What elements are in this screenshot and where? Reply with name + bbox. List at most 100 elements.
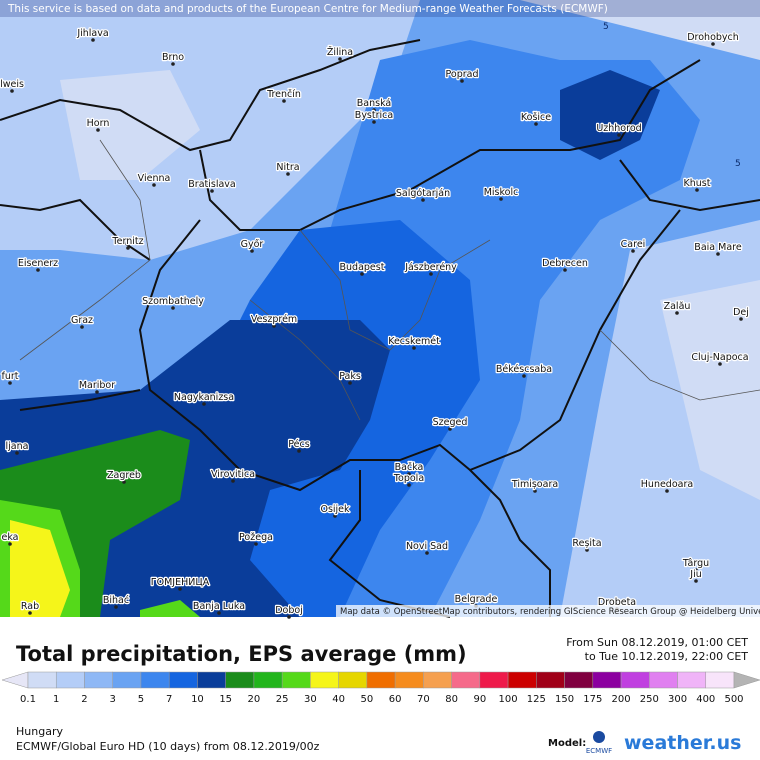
legend-swatch — [564, 671, 594, 689]
city-dot — [499, 197, 503, 201]
legend-label: 250 — [640, 694, 659, 705]
city-dot — [297, 449, 301, 453]
city-label: eka — [1, 532, 18, 543]
ecmwf-logo — [593, 731, 605, 743]
city-label: Doboj — [275, 605, 303, 616]
period-from: From Sun 08.12.2019, 01:00 CET — [566, 636, 748, 649]
legend-swatch — [112, 671, 142, 689]
city-dot — [28, 611, 32, 615]
legend-label: 5 — [138, 694, 144, 705]
city-label: Békéscsaba — [496, 364, 552, 375]
city-label: Nagykanizsa — [174, 392, 234, 403]
legend-label: 30 — [304, 694, 317, 705]
city-dot — [631, 249, 635, 253]
city-label: Bratislava — [188, 179, 235, 190]
city-dot — [372, 108, 376, 112]
legend-swatch — [705, 671, 735, 689]
city-dot — [286, 172, 290, 176]
city-dot — [282, 99, 286, 103]
city-dot — [407, 483, 411, 487]
city-dot — [534, 122, 538, 126]
legend-arrow-high — [733, 671, 760, 689]
city-dot — [250, 249, 254, 253]
legend-label: 50 — [361, 694, 374, 705]
city-dot — [675, 311, 679, 315]
legend-swatch — [27, 671, 57, 689]
city-dot — [617, 133, 621, 137]
legend-label: 150 — [555, 694, 574, 705]
city-dot — [585, 548, 589, 552]
city-label: Bystrica — [355, 110, 393, 121]
legend-arrow-low — [1, 671, 29, 689]
city-dot — [178, 587, 182, 591]
city-label: Belgrade — [455, 594, 498, 605]
light-precip — [0, 0, 420, 260]
legend-swatch — [649, 671, 678, 689]
city-dot — [91, 38, 95, 42]
city-label: Bihać — [103, 595, 129, 606]
city-dot — [114, 605, 118, 609]
city-label: Salgótarján — [396, 188, 450, 199]
city-dot — [231, 479, 235, 483]
city-label: Bačka — [395, 462, 424, 473]
legend-swatch — [281, 671, 311, 689]
city-label: Szeged — [433, 417, 468, 428]
city-dot — [95, 390, 99, 394]
attribution: This service is based on data and produc… — [7, 3, 608, 15]
legend-label: 70 — [417, 694, 430, 705]
city-labels: Jihlava Brno Žilina Poprad Drohobych lweis Tre… — [0, 22, 750, 619]
legend-swatch — [366, 671, 396, 689]
contour-label: 5 — [735, 159, 741, 169]
legend-label: 200 — [611, 694, 630, 705]
model-run: ECMWF/Global Euro HD (10 days) from 08.1… — [16, 740, 320, 753]
city-label: Horn — [87, 118, 110, 129]
city-dot — [96, 128, 100, 132]
city-label: Carei — [621, 239, 646, 250]
city-dot — [8, 542, 12, 546]
city-dot — [171, 306, 175, 310]
city-dot — [333, 514, 337, 518]
city-dot — [412, 346, 416, 350]
city-label: ГОМЈЕНИЦА — [151, 577, 210, 588]
legend-label: 100 — [499, 694, 518, 705]
city-dot — [254, 542, 258, 546]
city-dot — [421, 198, 425, 202]
model-name: ECMWF — [586, 747, 612, 755]
city-dot — [694, 579, 698, 583]
legend-label: 20 — [248, 694, 261, 705]
lightest-precip-east — [660, 280, 760, 500]
city-label: Reșita — [572, 538, 601, 549]
model-label: Model: — [548, 738, 586, 749]
city-dot — [202, 402, 206, 406]
city-label: Baia Mare — [694, 242, 742, 253]
city-label: Jiu — [689, 569, 701, 580]
legend-swatch — [479, 671, 509, 689]
city-dot — [533, 489, 537, 493]
city-dot — [287, 615, 291, 619]
legend-swatch — [620, 671, 650, 689]
legend-label: 3 — [110, 694, 116, 705]
legend-label: 60 — [389, 694, 402, 705]
city-label: Szombathely — [142, 296, 204, 307]
city-label: Graz — [71, 315, 93, 326]
city-dot — [718, 362, 722, 366]
brand: weather.us — [624, 732, 741, 754]
legend-label: 125 — [527, 694, 546, 705]
legend-label: 400 — [696, 694, 715, 705]
city-dot — [429, 272, 433, 276]
city-dot — [425, 551, 429, 555]
city-dot — [563, 268, 567, 272]
city-label: Košice — [521, 112, 551, 123]
legend-label: 80 — [445, 694, 458, 705]
legend-swatch — [225, 671, 255, 689]
city-dot — [665, 489, 669, 493]
city-dot — [694, 568, 698, 572]
city-label: Poprad — [446, 69, 479, 80]
city-label: Jászberény — [404, 262, 457, 273]
city-label: Vienna — [138, 173, 171, 184]
city-dot — [711, 42, 715, 46]
city-label: Veszprém — [251, 314, 297, 325]
city-dot — [460, 79, 464, 83]
city-label: Dej — [733, 307, 749, 318]
